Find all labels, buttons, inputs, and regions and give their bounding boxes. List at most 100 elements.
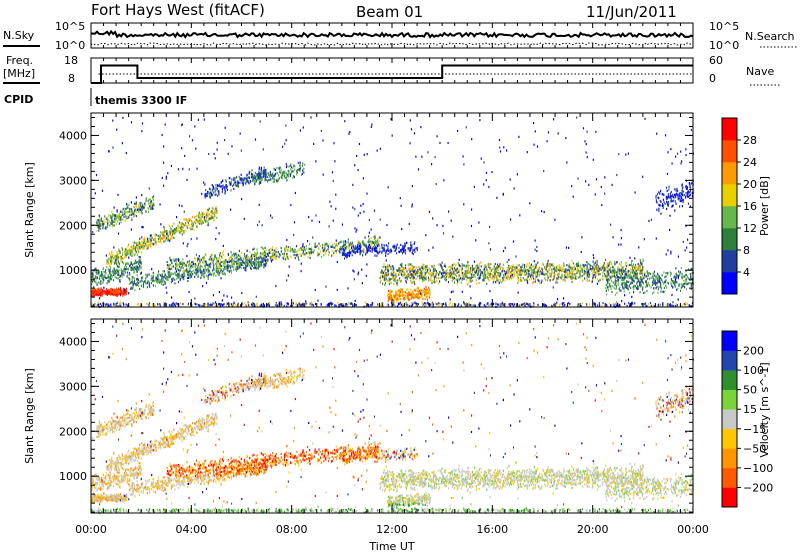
power-cell [136,270,138,273]
power-cell [418,269,420,272]
power-cell [259,255,261,258]
power-cell [685,277,687,280]
power-cell [328,251,330,254]
power-cell [664,276,666,279]
power-cell [109,272,111,275]
power-cell [588,279,590,282]
power-cell [374,236,376,239]
power-cell [436,271,439,274]
power-cell [607,285,609,289]
power-cell [98,226,100,229]
power-cell [213,257,216,261]
power-cell [128,203,130,206]
power-cell [641,279,643,282]
power-cell [619,289,621,292]
power-cell [143,241,145,244]
power-cell [191,275,193,278]
power-cell [139,280,141,283]
power-cell [516,271,518,274]
power-cell [154,304,156,307]
power-cell [614,279,616,282]
power-cell [173,231,175,234]
power-cell [164,282,167,285]
power-cell [174,282,176,285]
power-cell [389,280,391,283]
power-cell [627,288,630,291]
power-cell [119,213,121,216]
power-cell [134,267,137,270]
power-cell [502,263,504,266]
power-cell [197,257,199,260]
power-cell [406,274,408,278]
power-cell [429,269,431,272]
power-cell [399,263,401,266]
power-cell [180,268,182,271]
power-cell [651,283,654,286]
power-cell [580,270,582,273]
power-cell [364,250,366,253]
power-cell [267,254,269,257]
power-cell [207,267,209,270]
power-cell [310,251,312,254]
power-cell [104,215,106,218]
power-cell [226,188,228,191]
power-cell [197,265,199,268]
power-cell [432,271,434,274]
power-cell [137,277,139,280]
power-cell [154,285,156,288]
power-cell [594,273,596,276]
power-cell [247,264,249,267]
power-cell [483,271,486,274]
power-cell [393,279,395,282]
power-cell [475,266,477,269]
power-cell [207,191,209,194]
power-cell [152,279,154,282]
power-cell [545,304,547,308]
power-cell [605,276,607,279]
power-cell [392,299,394,302]
power-cell [520,269,522,272]
power-cell [175,264,177,267]
power-cell [264,257,266,260]
power-cell [112,225,114,228]
power-cell [545,269,547,273]
power-cell [577,304,579,308]
power-cell [142,276,144,279]
power-cell [127,210,129,213]
power-cell [286,164,288,167]
power-data [91,116,694,309]
power-cell [236,264,238,267]
power-cell [528,274,530,277]
power-cell [173,229,175,232]
power-cell [241,262,243,265]
power-cell [685,280,687,283]
power-cell [127,277,129,280]
power-cell [386,263,389,267]
power-cell [309,247,311,251]
power-cell [406,277,408,280]
power-cell [211,216,214,219]
power-cell [140,261,142,264]
power-cell [452,277,454,280]
power-cell [138,256,140,259]
power-cell [197,214,199,217]
power-cell [534,273,537,276]
power-cell [382,274,384,278]
power-cell [482,271,484,274]
power-cell [295,254,297,257]
power-cell [208,207,210,210]
power-cell [603,266,605,269]
power-cell [413,276,415,279]
power-cell [117,277,119,280]
power-cell [169,264,171,267]
power-cell [456,278,458,281]
power-cell [229,264,231,268]
power-cell [477,268,479,271]
power-cell [104,271,106,274]
power-cell [261,259,263,262]
power-cell [336,244,338,247]
power-cell [162,232,164,235]
power-cell [138,261,140,264]
power-cell [263,266,265,269]
power-cell [120,259,122,262]
